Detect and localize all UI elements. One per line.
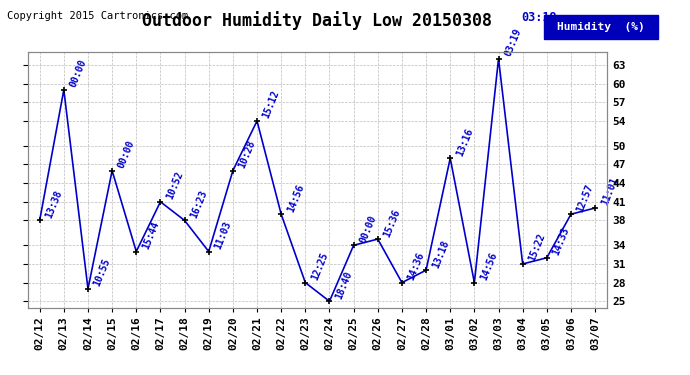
Text: 14:56: 14:56 bbox=[479, 251, 499, 282]
Text: 14:36: 14:36 bbox=[406, 251, 426, 282]
Text: 13:38: 13:38 bbox=[44, 189, 64, 220]
Text: 13:18: 13:18 bbox=[431, 238, 451, 269]
Text: Outdoor Humidity Daily Low 20150308: Outdoor Humidity Daily Low 20150308 bbox=[142, 11, 493, 30]
Text: 15:22: 15:22 bbox=[527, 232, 547, 263]
Text: 03:19: 03:19 bbox=[503, 27, 523, 58]
Text: 16:23: 16:23 bbox=[189, 189, 209, 220]
Text: 15:12: 15:12 bbox=[262, 89, 282, 120]
Text: 03:19: 03:19 bbox=[521, 11, 557, 24]
Text: 10:55: 10:55 bbox=[92, 257, 112, 288]
Text: 14:56: 14:56 bbox=[286, 183, 306, 213]
Text: 12:25: 12:25 bbox=[310, 251, 330, 282]
Text: 10:28: 10:28 bbox=[237, 139, 257, 170]
Text: 11:01: 11:01 bbox=[600, 176, 620, 207]
Text: 18:40: 18:40 bbox=[334, 270, 354, 300]
Text: 15:44: 15:44 bbox=[141, 220, 161, 251]
Text: 15:36: 15:36 bbox=[382, 207, 402, 238]
Text: 10:52: 10:52 bbox=[165, 170, 185, 201]
Text: Copyright 2015 Cartronics.com: Copyright 2015 Cartronics.com bbox=[7, 11, 188, 21]
Text: 00:00: 00:00 bbox=[68, 58, 88, 89]
Text: 12:57: 12:57 bbox=[575, 183, 595, 213]
Text: 00:00: 00:00 bbox=[117, 139, 137, 170]
Text: 11:03: 11:03 bbox=[213, 220, 233, 251]
Text: 00:00: 00:00 bbox=[358, 213, 378, 244]
Text: 14:33: 14:33 bbox=[551, 226, 571, 257]
Text: 13:16: 13:16 bbox=[455, 126, 475, 158]
Text: Humidity  (%): Humidity (%) bbox=[557, 22, 644, 32]
